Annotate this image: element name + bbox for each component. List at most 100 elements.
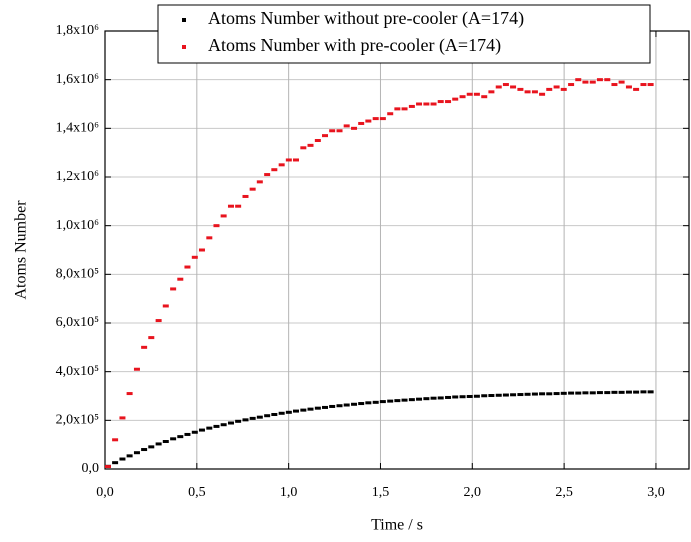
data-point — [170, 287, 177, 291]
data-point — [329, 404, 336, 408]
data-point — [372, 117, 379, 121]
data-point — [394, 399, 401, 403]
legend-marker — [182, 45, 186, 49]
data-point — [314, 139, 321, 142]
data-point — [112, 438, 119, 442]
data-point — [553, 392, 560, 396]
legend-label: Atoms Number without pre-cooler (A=174) — [208, 8, 524, 29]
x-tick-label: 3,0 — [647, 485, 665, 500]
data-point — [119, 416, 126, 420]
data-point — [394, 107, 401, 111]
data-point — [285, 158, 292, 162]
data-point — [264, 414, 271, 418]
data-point — [292, 409, 299, 413]
data-point — [589, 391, 596, 395]
data-point — [423, 102, 430, 106]
x-axis-title: Time / s — [371, 517, 423, 534]
data-point — [191, 430, 198, 434]
data-point — [271, 168, 278, 172]
data-point — [553, 85, 560, 89]
data-point — [408, 104, 415, 108]
data-point — [481, 95, 488, 99]
data-point — [307, 143, 314, 147]
data-point — [300, 146, 307, 150]
data-point — [227, 421, 234, 425]
data-point — [416, 397, 423, 401]
data-point — [408, 398, 415, 402]
data-point — [365, 401, 372, 405]
data-point — [387, 112, 394, 116]
data-point — [336, 404, 343, 408]
data-point — [162, 304, 169, 308]
data-point — [517, 393, 524, 397]
data-point — [560, 87, 567, 91]
data-point — [568, 83, 575, 87]
data-point — [314, 406, 321, 410]
y-tick-label: 1,6x10⁶ — [56, 72, 100, 87]
data-point — [372, 400, 379, 404]
data-point — [133, 451, 140, 455]
data-point — [524, 392, 531, 396]
data-point — [329, 129, 336, 133]
data-point — [300, 408, 307, 412]
data-point — [575, 391, 582, 395]
data-point — [256, 180, 263, 184]
data-point — [640, 390, 647, 394]
data-point — [445, 100, 452, 104]
data-point — [647, 390, 654, 394]
data-point — [625, 85, 632, 89]
x-tick-label: 1,0 — [280, 485, 298, 500]
data-point — [271, 412, 278, 416]
data-point — [401, 398, 408, 402]
data-point — [481, 394, 488, 398]
data-point — [351, 126, 358, 130]
data-point — [379, 400, 386, 404]
data-point — [278, 163, 285, 167]
data-point — [430, 396, 437, 400]
data-point — [220, 423, 227, 427]
data-point — [264, 173, 271, 177]
data-point — [249, 187, 256, 191]
data-point — [322, 405, 329, 409]
data-point — [148, 445, 155, 449]
data-point — [401, 107, 408, 111]
data-point — [358, 402, 365, 406]
data-point — [242, 418, 249, 422]
data-point — [170, 437, 177, 441]
data-point — [604, 78, 611, 82]
data-point — [596, 78, 603, 82]
data-point — [430, 102, 437, 106]
data-point — [473, 394, 480, 398]
data-point — [524, 90, 531, 94]
data-point — [618, 80, 625, 84]
data-point — [416, 102, 423, 106]
data-point — [575, 78, 582, 82]
data-point — [539, 92, 546, 96]
data-point — [155, 319, 162, 323]
data-point — [322, 134, 329, 138]
data-point — [488, 90, 495, 94]
data-point — [423, 397, 430, 401]
data-point — [445, 395, 452, 399]
data-point — [379, 117, 386, 121]
data-point — [206, 236, 213, 240]
data-point — [647, 83, 654, 87]
y-axis-title: Atoms Number — [13, 200, 30, 300]
data-point — [495, 85, 502, 89]
data-point — [141, 448, 148, 452]
x-tick-label: 0,5 — [188, 485, 206, 500]
data-point — [126, 454, 133, 458]
data-point — [198, 428, 205, 432]
y-tick-label: 0,0 — [82, 461, 100, 476]
data-point — [582, 391, 589, 395]
data-point — [560, 391, 567, 395]
data-point — [582, 80, 589, 84]
y-tick-label: 6,0x10⁵ — [56, 315, 100, 330]
data-point — [155, 442, 162, 446]
data-point — [307, 407, 314, 411]
data-point — [633, 87, 640, 91]
data-point — [510, 393, 517, 397]
data-point — [112, 461, 119, 465]
